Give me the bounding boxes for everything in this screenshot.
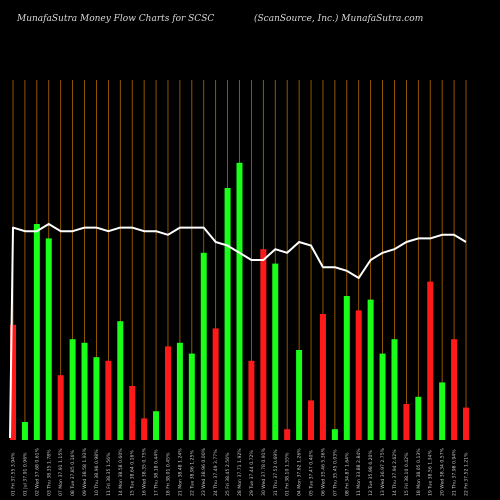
x-tick-label: 21 Thu 37.98 0.94% (452, 449, 458, 496)
x-tick-label: 01 Jul 37.91 0.96% (22, 452, 28, 496)
x-tick-label: 13 Wed 36.97 2.75% (380, 447, 386, 496)
x-tick-label: 22 Tue 38.96 1.25% (189, 450, 195, 496)
money-flow-bar (129, 386, 136, 440)
chart-title: MunafaSutra Money Flow Charts for SCSC (17, 14, 215, 24)
money-flow-bar (212, 328, 219, 440)
money-flow-bar (319, 314, 326, 440)
x-tick-label: 20 Wed 38.34 0.57% (440, 447, 446, 496)
price-line-layer (9, 223, 467, 439)
money-flow-bar (57, 375, 64, 440)
x-tick-label: 29 Tue 37.44 0.72% (249, 450, 255, 496)
money-flow-bar (176, 342, 183, 440)
money-flow-bar (236, 162, 243, 441)
x-tick-label: 01 Fri 37.55 3.94% (11, 452, 17, 496)
money-flow-bar (153, 411, 160, 440)
x-tick-label: 18 Mon 38.05 0.13% (416, 448, 422, 496)
x-tick-label: 12 Tue 35.98 6.20% (368, 450, 374, 496)
money-flow-bar (379, 353, 386, 440)
price-line (9, 223, 467, 439)
x-tick-label: 17 Thu 38.18 0.44% (154, 449, 160, 496)
money-flow-bar (45, 238, 52, 440)
money-flow-bar (105, 360, 112, 440)
money-flow-bar (272, 263, 279, 440)
x-tick-label: 04 Mon 37.62 1.26% (297, 448, 303, 496)
x-tick-label: 15 Tue 38.64 0.16% (130, 450, 136, 496)
x-tick-label: 07 Thu 35.45 0.03% (332, 449, 338, 496)
x-tick-label: 06 Wed 35.46 5.36% (320, 447, 326, 496)
x-tick-label: 31 Thu 37.52 0.69% (273, 449, 279, 496)
money-flow-bar (451, 339, 458, 440)
money-flow-bar (439, 382, 446, 440)
x-tick-label: 14 Thu 37.94 2.62% (392, 449, 398, 496)
grid-lines (12, 80, 467, 440)
x-tick-label: 07 Mon 37.91 1.15% (58, 448, 64, 496)
money-flow-bar (69, 339, 76, 440)
x-tick-label: 05 Tue 37.47 0.40% (309, 450, 315, 496)
x-tick-label: 14 Mon 38.58 0.60% (118, 448, 124, 496)
x-tick-label: 11 Fri 38.35 1.56% (106, 452, 112, 496)
money-flow-bar (296, 350, 303, 440)
money-flow-bar (248, 360, 255, 440)
money-flow-bar (403, 404, 410, 440)
x-tick-label: 11 Mon 33.88 2.84% (356, 448, 362, 496)
x-tick-label: 24 Thu 37.49 3.77% (213, 449, 219, 496)
x-tick-label: 30 Wed 37.78 0.91% (261, 447, 267, 496)
money-flow-bar (21, 422, 28, 440)
x-tick-labels: 01 Fri 37.55 3.94% 01 Jul 37.91 0.96% 02 W… (11, 447, 470, 496)
x-tick-label: 18 Fri 38.01 0.45% (165, 452, 171, 496)
money-flow-bar (93, 357, 100, 440)
x-tick-label: 02 Wed 37.68 0.61% (34, 447, 40, 496)
x-tick-label: 08 Fri 34.87 1.64% (344, 452, 350, 496)
x-tick-label: 28 Mon 37.71 1.92% (237, 448, 243, 496)
x-tick-label: 09 Wed 38.58 1.93% (82, 447, 88, 496)
money-flow-bar (188, 353, 195, 440)
x-tick-label: 15 Fri 38.10 0.42% (404, 452, 410, 496)
x-tick-label: 08 Tue 37.85 0.16% (70, 450, 76, 496)
money-flow-bar (391, 339, 398, 440)
money-flow-bar (427, 281, 434, 440)
x-tick-label: 03 Thu 38.35 1.78% (46, 449, 52, 496)
money-flow-bar (343, 296, 350, 440)
money-flow-bar (367, 299, 374, 440)
x-tick-label: 16 Wed 38.35 0.75% (142, 447, 148, 496)
chart-source: (ScanSource, Inc.) MunafaSutra.com (254, 14, 424, 24)
x-tick-label: 25 Fri 38.45 2.56% (225, 452, 231, 496)
money-flow-bar (224, 188, 231, 440)
x-tick-label: 19 Tue 38.56 1.34% (428, 450, 434, 496)
money-flow-bar (200, 252, 207, 440)
x-tick-label: 10 Thu 38.96 0.98% (94, 449, 100, 496)
money-flow-bar (117, 321, 124, 440)
money-flow-bar (355, 310, 362, 440)
x-tick-label: 01 Fri 38.10 1.55% (285, 452, 291, 496)
x-tick-label: 22 Fri 37.52 1.21% (464, 452, 470, 496)
money-flow-bar (463, 407, 469, 440)
money-flow-bar (415, 396, 422, 440)
money-flow-bar (331, 429, 338, 440)
x-tick-label: 21 Mon 38.48 1.24% (177, 448, 183, 496)
money-flow-bar (164, 346, 171, 440)
money-flow-bar (81, 342, 88, 440)
money-flow-bar (260, 249, 267, 440)
x-tick-label: 23 Wed 38.96 0.00% (201, 447, 207, 496)
money-flow-bar (10, 324, 16, 440)
money-flow-bar (308, 400, 315, 440)
money-flow-bar (33, 224, 40, 440)
money-flow-bar (141, 418, 148, 440)
money-flow-bars (10, 162, 469, 441)
money-flow-bar (284, 429, 291, 440)
